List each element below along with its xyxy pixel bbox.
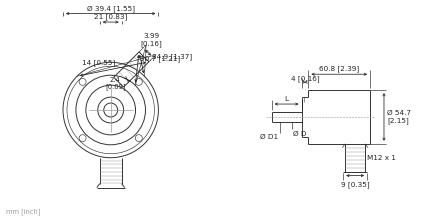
Text: Ø D: Ø D bbox=[292, 131, 306, 137]
Text: 60.8 [2.39]: 60.8 [2.39] bbox=[319, 65, 359, 72]
Text: 9 [0.35]: 9 [0.35] bbox=[341, 181, 369, 188]
Text: Ø 54.7
[2.15]: Ø 54.7 [2.15] bbox=[387, 110, 411, 124]
Text: Ø 39.4 [1.55]: Ø 39.4 [1.55] bbox=[87, 5, 135, 12]
Text: 2.4
[0.09]: 2.4 [0.09] bbox=[105, 77, 125, 90]
Text: 3.99
[0.16]: 3.99 [0.16] bbox=[140, 33, 162, 47]
Text: 21 [0.83]: 21 [0.83] bbox=[94, 14, 127, 20]
Text: mm [inch]: mm [inch] bbox=[6, 209, 41, 215]
Text: 4 [0.16]: 4 [0.16] bbox=[291, 75, 320, 82]
Text: L: L bbox=[285, 96, 289, 102]
Text: M12 x 1: M12 x 1 bbox=[367, 155, 396, 161]
Text: Ø D1: Ø D1 bbox=[259, 134, 278, 140]
Text: 30.7 [1.21]: 30.7 [1.21] bbox=[140, 55, 180, 62]
Text: 14 [0.55]: 14 [0.55] bbox=[82, 60, 116, 66]
Text: 34.9 [1.37]: 34.9 [1.37] bbox=[152, 53, 192, 59]
